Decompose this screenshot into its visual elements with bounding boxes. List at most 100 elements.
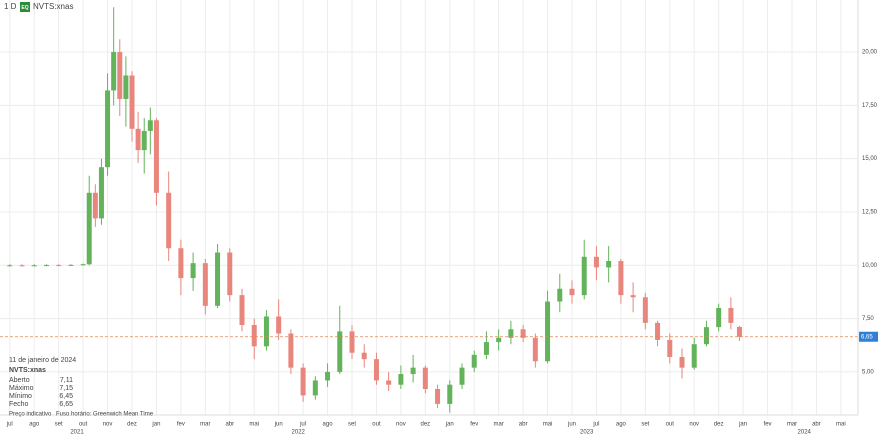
candle-body: [606, 261, 612, 268]
y-tick-label: 7,50: [862, 316, 874, 322]
y-tick-label: 5,00: [862, 370, 874, 376]
candle-body: [483, 342, 489, 355]
info-key: Fecho: [9, 401, 29, 408]
x-tick-label: mar: [787, 422, 797, 428]
x-tick-label: fev: [177, 422, 185, 428]
x-tick-label: jul: [6, 422, 13, 428]
candle-body: [251, 325, 257, 347]
info-value: 6,65: [59, 401, 73, 408]
candle-body: [215, 252, 221, 306]
candle-body: [68, 264, 74, 266]
x-tick-label: ago: [616, 422, 627, 428]
info-date: 11 de janeiro de 2024: [9, 357, 76, 364]
info-key: Aberto: [9, 377, 30, 384]
candle-body: [655, 322, 661, 340]
x-tick-label: out: [79, 422, 88, 428]
x-tick-label: out: [372, 422, 381, 428]
year-label: 2021: [70, 430, 84, 435]
candle-body: [532, 337, 538, 362]
candle-body: [105, 90, 111, 168]
candle-body: [111, 52, 117, 91]
x-tick-label: jul: [592, 422, 599, 428]
candle-body: [98, 167, 104, 219]
info-symbol: NVTS:xnas: [9, 367, 46, 374]
candle-body: [557, 288, 563, 302]
x-tick-label: jul: [299, 422, 306, 428]
candle-body: [630, 295, 636, 298]
x-tick-label: set: [641, 422, 649, 428]
candle-body: [581, 256, 587, 296]
candle-body: [147, 120, 153, 131]
x-tick-label: set: [55, 422, 63, 428]
y-tick-label: 12,50: [862, 210, 878, 216]
info-footer: Preço indicativo: [9, 412, 52, 418]
x-tick-label: fev: [764, 422, 772, 428]
last-price-label: 6,65: [861, 334, 873, 340]
candle-body: [736, 326, 742, 337]
symbol: NVTS:xnas: [33, 2, 73, 11]
x-tick-label: nov: [103, 422, 113, 428]
candle-body: [31, 265, 37, 267]
candle-body: [373, 359, 379, 381]
x-tick-label: abr: [225, 422, 234, 428]
candle-body: [178, 248, 184, 279]
candle-body: [19, 265, 25, 267]
candle-body: [459, 367, 465, 385]
candle-body: [410, 367, 416, 375]
info-panel: 11 de janeiro de 2024 NVTS:xnas Aberto 7,…: [9, 357, 154, 418]
candle-body: [325, 371, 331, 381]
candle-body: [703, 327, 709, 345]
candle-body: [593, 256, 599, 268]
candle-body: [80, 264, 86, 266]
x-tick-label: set: [348, 422, 356, 428]
candle-body: [190, 263, 196, 279]
info-value: 7,11: [60, 377, 73, 384]
x-tick-label: jan: [445, 422, 454, 428]
candle-body: [447, 384, 453, 404]
x-tick-label: mai: [543, 422, 553, 428]
candle-body: [7, 265, 13, 267]
candle-body: [123, 75, 129, 99]
candle-body: [716, 307, 722, 328]
candle-body: [135, 128, 141, 151]
candle-body: [361, 352, 367, 360]
candle-body: [166, 192, 172, 249]
x-tick-label: mai: [249, 422, 259, 428]
candle-body: [508, 329, 514, 338]
year-label: 2023: [580, 430, 594, 435]
x-tick-label: abr: [812, 422, 821, 428]
candle-body: [337, 331, 343, 372]
candle-body: [202, 263, 208, 306]
candle-body: [300, 367, 306, 396]
candle-body: [288, 333, 294, 368]
x-tick-label: ago: [323, 422, 334, 428]
candle-body: [349, 331, 355, 353]
y-tick-label: 15,00: [862, 156, 878, 162]
candle-body: [422, 367, 428, 389]
y-tick-label: 17,50: [862, 103, 878, 109]
candle-body: [141, 130, 147, 151]
candle-body: [679, 356, 685, 368]
candle-body: [92, 192, 98, 219]
candle-body: [691, 344, 697, 368]
interval[interactable]: 1 D: [4, 2, 17, 11]
x-tick-label: abr: [519, 422, 528, 428]
x-tick-label: fev: [470, 422, 478, 428]
year-label: 2024: [798, 430, 812, 435]
candle-body: [435, 388, 441, 404]
info-value: 7,15: [59, 385, 73, 392]
x-tick-label: jan: [151, 422, 160, 428]
y-tick-label: 10,00: [862, 263, 878, 269]
candle-body: [153, 120, 159, 193]
candle-body: [117, 52, 123, 99]
badge-bg: [20, 2, 30, 12]
info-value: 6,45: [59, 393, 73, 400]
last-price-tag: [859, 331, 878, 342]
x-tick-label: nov: [689, 422, 699, 428]
candle-body: [618, 261, 624, 296]
x-tick-label: mai: [836, 422, 846, 428]
x-tick-label: jun: [567, 422, 576, 428]
candle-body: [642, 297, 648, 323]
candle-body: [545, 301, 551, 362]
info-key: Máximo: [9, 385, 34, 392]
